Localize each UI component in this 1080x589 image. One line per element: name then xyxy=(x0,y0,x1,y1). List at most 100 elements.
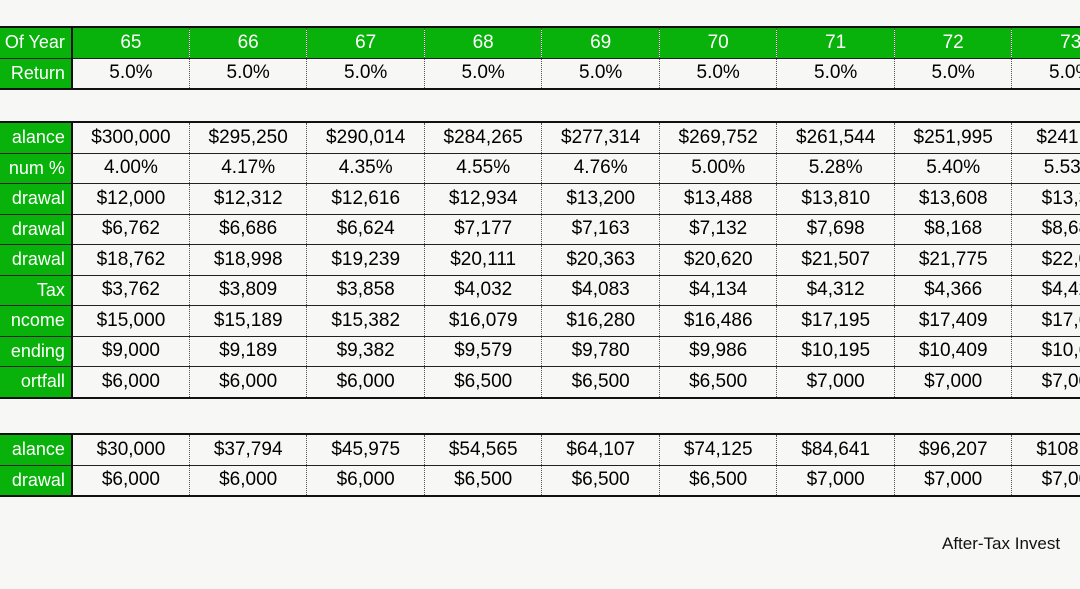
table-cell: $15,189 xyxy=(188,305,308,336)
table-cell: $18,998 xyxy=(188,244,308,275)
table-cell: 5.0% xyxy=(658,57,778,89)
table-cell: $9,382 xyxy=(306,335,425,367)
table-cell: 5.28% xyxy=(776,152,895,184)
table-cell: $6,624 xyxy=(306,213,425,245)
table-cell: 5.00% xyxy=(658,152,778,184)
year-cell: 72 xyxy=(893,27,1013,58)
table-cell: $64,107 xyxy=(541,434,660,465)
table-cell: $7,177 xyxy=(423,213,543,245)
table-cell: $20,363 xyxy=(541,244,660,275)
table-cell: 4.00% xyxy=(71,152,190,184)
table-cell: $22,04 xyxy=(1011,244,1080,275)
table-cell: $10,409 xyxy=(893,335,1013,367)
row-label: Tax xyxy=(0,274,73,306)
table-cell: $4,134 xyxy=(658,274,778,306)
table-cell: $13,488 xyxy=(658,183,778,214)
row-label: alance xyxy=(0,434,73,465)
year-cell: 71 xyxy=(776,27,895,58)
table-cell: $290,014 xyxy=(306,122,425,153)
table-cell: $54,565 xyxy=(423,434,543,465)
table-cell: $16,280 xyxy=(541,305,660,336)
table-cell: 5.40% xyxy=(893,152,1013,184)
table-cell: $15,000 xyxy=(71,305,190,336)
table-cell: $4,312 xyxy=(776,274,895,306)
year-cell: 70 xyxy=(658,27,778,58)
table-row: alance $300,000 $295,250 $290,014 $284,2… xyxy=(0,122,1080,153)
row-label: ncome xyxy=(0,305,73,336)
table-cell: $6,686 xyxy=(188,213,308,245)
table-cell: 5.0% xyxy=(423,57,543,89)
table-row: ending $9,000 $9,189 $9,382 $9,579 $9,78… xyxy=(0,335,1080,367)
row-label: alance xyxy=(0,122,73,153)
table-cell: $4,366 xyxy=(893,274,1013,306)
table-cell: $6,000 xyxy=(306,464,425,496)
table-cell: $7,000 xyxy=(1011,464,1080,496)
table-cell: 4.17% xyxy=(188,152,308,184)
table-row: alance $30,000 $37,794 $45,975 $54,565 $… xyxy=(0,434,1080,465)
table-cell: $6,000 xyxy=(188,464,308,496)
row-label: Return xyxy=(0,57,73,89)
table-cell: $13,810 xyxy=(776,183,895,214)
table-cell: $7,000 xyxy=(893,366,1013,398)
table-cell: $300,000 xyxy=(71,122,190,153)
header-table: Of Year 65 66 67 68 69 70 71 72 73 Retur… xyxy=(0,26,1080,90)
table-cell: $6,500 xyxy=(423,464,543,496)
table-cell: $12,934 xyxy=(423,183,543,214)
table-cell: $17,409 xyxy=(893,305,1013,336)
table-cell: $4,032 xyxy=(423,274,543,306)
table-cell: $261,544 xyxy=(776,122,895,153)
table-cell: $7,698 xyxy=(776,213,895,245)
table-cell: $12,000 xyxy=(71,183,190,214)
table-cell: $37,794 xyxy=(188,434,308,465)
table-cell: $9,189 xyxy=(188,335,308,367)
table-cell: $7,163 xyxy=(541,213,660,245)
table-cell: $30,000 xyxy=(71,434,190,465)
table-cell: $84,641 xyxy=(776,434,895,465)
row-label: drawal xyxy=(0,213,73,245)
table-cell: $7,000 xyxy=(1011,366,1080,398)
table-cell: $17,62 xyxy=(1011,305,1080,336)
table-cell: $9,000 xyxy=(71,335,190,367)
table-cell: 5.0% xyxy=(188,57,308,89)
table-cell: $4,421 xyxy=(1011,274,1080,306)
table-cell: $284,265 xyxy=(423,122,543,153)
table-cell: $6,000 xyxy=(71,366,190,398)
year-cell: 73 xyxy=(1011,27,1080,58)
table-cell: 4.76% xyxy=(541,152,660,184)
table-row: drawal $6,000 $6,000 $6,000 $6,500 $6,50… xyxy=(0,464,1080,496)
row-label: ending xyxy=(0,335,73,367)
year-cell: 69 xyxy=(541,27,660,58)
table-cell: $6,500 xyxy=(541,366,660,398)
table-cell: $8,683 xyxy=(1011,213,1080,245)
table-cell: $7,132 xyxy=(658,213,778,245)
bottom-table: alance $30,000 $37,794 $45,975 $54,565 $… xyxy=(0,433,1080,497)
table-cell: 5.0% xyxy=(541,57,660,89)
table-cell: 5.0% xyxy=(893,57,1013,89)
year-row: Of Year 65 66 67 68 69 70 71 72 73 xyxy=(0,27,1080,58)
row-label: num % xyxy=(0,152,73,184)
table-cell: $3,762 xyxy=(71,274,190,306)
table-cell: $108,34 xyxy=(1011,434,1080,465)
table-cell: $9,986 xyxy=(658,335,778,367)
table-cell: $6,000 xyxy=(71,464,190,496)
table-cell: $6,500 xyxy=(423,366,543,398)
table-cell: $15,382 xyxy=(306,305,425,336)
table-cell: $13,36 xyxy=(1011,183,1080,214)
table-row: ortfall $6,000 $6,000 $6,000 $6,500 $6,5… xyxy=(0,366,1080,398)
main-table: alance $300,000 $295,250 $290,014 $284,2… xyxy=(0,121,1080,399)
table-cell: $10,62 xyxy=(1011,335,1080,367)
year-cell: 66 xyxy=(188,27,308,58)
table-cell: $19,239 xyxy=(306,244,425,275)
table-cell: $4,083 xyxy=(541,274,660,306)
table-cell: $6,500 xyxy=(658,464,778,496)
table-cell: $7,000 xyxy=(893,464,1013,496)
table-cell: $7,000 xyxy=(776,366,895,398)
table-cell: $6,500 xyxy=(541,464,660,496)
table-cell: $10,195 xyxy=(776,335,895,367)
table-cell: 5.0% xyxy=(306,57,425,89)
table-cell: $17,195 xyxy=(776,305,895,336)
table-cell: $8,168 xyxy=(893,213,1013,245)
table-row: drawal $6,762 $6,686 $6,624 $7,177 $7,16… xyxy=(0,213,1080,245)
table-cell: $6,000 xyxy=(188,366,308,398)
row-label: drawal xyxy=(0,244,73,275)
